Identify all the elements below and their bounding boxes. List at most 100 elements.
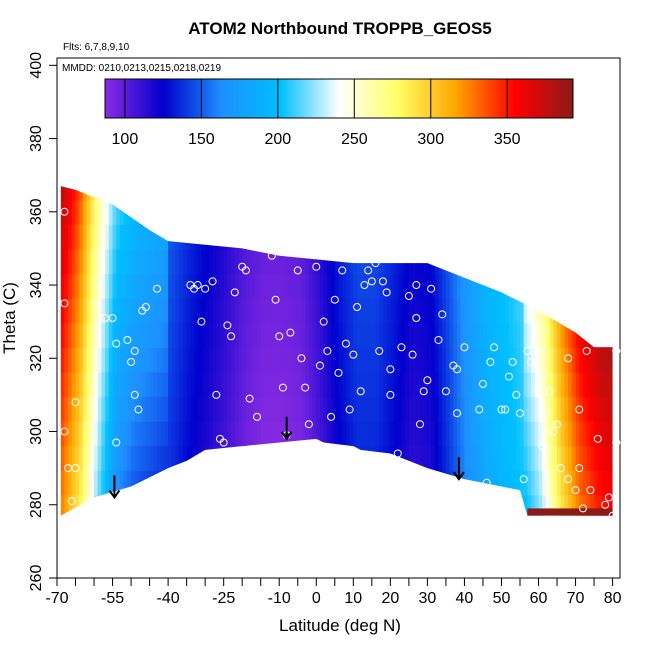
heatmap-cell (290, 248, 295, 275)
heatmap-cell (234, 371, 240, 398)
heatmap-cell (153, 470, 158, 496)
heatmap-cell (168, 186, 173, 201)
heatmap-cell (138, 347, 143, 373)
heatmap-cell (482, 494, 488, 516)
heatmap-cell (486, 322, 491, 348)
heatmap-cell (353, 347, 358, 373)
sample-point (123, 335, 132, 344)
heatmap-cell (145, 494, 151, 516)
heatmap-cell (494, 199, 499, 225)
heatmap-cell (268, 445, 273, 471)
heatmap-cell (468, 470, 473, 496)
heatmap-cell (334, 186, 340, 201)
heatmap-cell (608, 371, 613, 398)
heatmap-cell (579, 298, 584, 324)
heatmap-cell (560, 273, 566, 299)
heatmap-cell (379, 298, 384, 324)
heatmap-cell (94, 396, 99, 422)
heatmap-cell (457, 421, 462, 447)
heatmap-cell (464, 347, 469, 373)
heatmap-cell (531, 494, 536, 516)
heatmap-cell (445, 470, 451, 496)
heatmap-cell (497, 322, 503, 348)
heatmap-cell (131, 186, 136, 201)
heatmap-cell (364, 396, 369, 422)
heatmap-cell (338, 347, 343, 373)
heatmap-cell (557, 199, 562, 225)
heatmap-cell (349, 347, 354, 373)
heatmap-cell (271, 421, 277, 447)
heatmap-cell (138, 273, 143, 299)
heatmap-cell (264, 322, 269, 348)
heatmap-cell (423, 322, 428, 348)
heatmap-cell (438, 445, 443, 471)
heatmap-cell (471, 224, 477, 250)
heatmap-cell (60, 186, 66, 201)
heatmap-cell (331, 273, 336, 299)
heatmap-cell (375, 421, 380, 447)
heatmap-cell (153, 322, 158, 348)
heatmap-cell (590, 199, 595, 225)
heatmap-cell (264, 298, 269, 324)
heatmap-cell (508, 322, 514, 348)
heatmap-cell (190, 322, 195, 348)
heatmap-cell (316, 371, 321, 398)
heatmap-cell (194, 347, 199, 373)
heatmap-cell (134, 298, 140, 324)
heatmap-cell (253, 322, 258, 348)
heatmap-cell (297, 298, 303, 324)
heatmap-cell (568, 298, 573, 324)
heatmap-cell (357, 421, 362, 447)
heatmap-cell (264, 224, 269, 250)
heatmap-cell (223, 298, 228, 324)
heatmap-cell (71, 421, 77, 447)
heatmap-cell (534, 273, 540, 299)
heatmap-cell (71, 470, 77, 496)
heatmap-cell (464, 298, 469, 324)
heatmap-cell (260, 298, 266, 324)
heatmap-cell (386, 396, 391, 422)
heatmap-cell (257, 248, 262, 275)
heatmap-cell (553, 421, 558, 447)
heatmap-cell (249, 322, 254, 348)
heatmap-cell (449, 470, 454, 496)
heatmap-cell (357, 494, 362, 516)
heatmap-cell (375, 371, 380, 398)
heatmap-cell (112, 396, 117, 422)
heatmap-cell (271, 322, 277, 348)
heatmap-cell (434, 322, 440, 348)
heatmap-cell (453, 298, 458, 324)
heatmap-cell (105, 224, 110, 250)
heatmap-cell (327, 396, 332, 422)
heatmap-cell (282, 494, 288, 516)
heatmap-cell (323, 273, 328, 299)
heatmap-cell (386, 199, 391, 225)
heatmap-cell (249, 470, 254, 496)
heatmap-cell (401, 396, 406, 422)
heatmap-cell (249, 224, 254, 250)
heatmap-cell (127, 445, 132, 471)
x-tick-label: -40 (157, 590, 180, 607)
heatmap-cell (401, 371, 406, 398)
heatmap-cell (442, 322, 447, 348)
heatmap-cell (401, 298, 406, 324)
sample-point (71, 398, 80, 407)
heatmap-cell (605, 445, 610, 471)
heatmap-cell (153, 445, 158, 471)
sample-point (356, 387, 365, 396)
heatmap-cell (449, 224, 454, 250)
tropopause-arrow (453, 457, 465, 481)
heatmap-cell (375, 298, 380, 324)
heatmap-cell (242, 298, 247, 324)
heatmap-cell (279, 298, 284, 324)
heatmap-cell (490, 371, 495, 398)
heatmap-cell (312, 396, 317, 422)
heatmap-cell (586, 421, 591, 447)
heatmap-cell (542, 470, 547, 496)
heatmap-cell (312, 470, 317, 496)
heatmap-cell (579, 186, 584, 201)
heatmap-cell (60, 470, 66, 496)
heatmap-cell (275, 470, 280, 496)
sample-point (130, 346, 139, 355)
heatmap-cell (601, 494, 606, 516)
